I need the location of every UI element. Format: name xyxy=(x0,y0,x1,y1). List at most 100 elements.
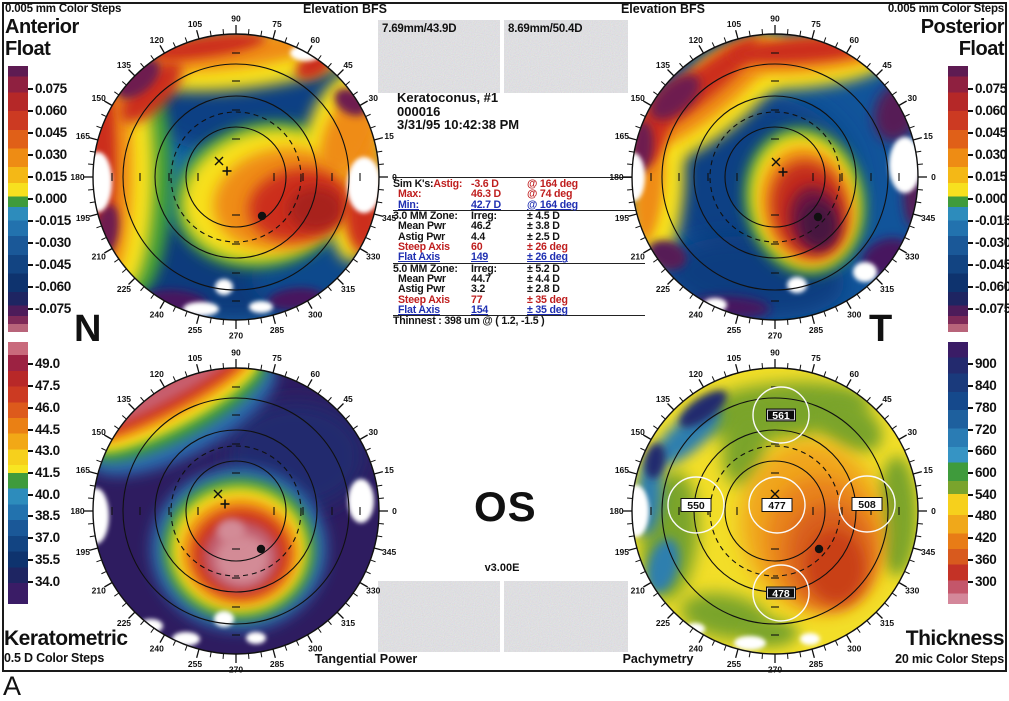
scale-tick-label: -0.075 xyxy=(975,301,1009,317)
color-scale-bar xyxy=(8,342,28,604)
color-scale-bar xyxy=(948,66,968,332)
anterior-map-title: Elevation BFS xyxy=(302,2,388,16)
degree-label: 255 xyxy=(188,659,202,669)
anterior-float-map: 0 15 30 45 60 75 90 105 120 135 150 165 180 195 210 225… xyxy=(70,12,401,342)
scale-tick-label: 0.015 xyxy=(35,168,67,184)
simk-row: 3.0 MM Zone: Irreg: ± 4.5 D xyxy=(393,210,560,223)
simk-row: Steep Axis 60 ± 26 deg xyxy=(398,241,568,254)
scale-tick-label: 0.060 xyxy=(35,102,67,118)
degree-label: 165 xyxy=(615,465,629,475)
pachymetry-value: 477 xyxy=(768,500,786,512)
degree-label: 75 xyxy=(272,353,282,363)
scale-tick-label: 49.0 xyxy=(35,356,60,372)
pupil-center-dot-marker xyxy=(814,544,824,554)
simk-row: Steep Axis 77 ± 35 deg xyxy=(398,293,568,306)
degree-label: 30 xyxy=(908,93,918,103)
degree-label: 75 xyxy=(811,353,821,363)
scale-tick-label: 0.045 xyxy=(35,124,67,140)
degree-label: 120 xyxy=(150,369,164,379)
degree-label: 90 xyxy=(770,348,780,358)
degree-label: 240 xyxy=(689,309,703,319)
degree-label: 30 xyxy=(908,427,918,437)
degree-label: 60 xyxy=(311,369,321,379)
scale-tick-label: 41.5 xyxy=(35,465,60,480)
scale-tick-label: 40.0 xyxy=(35,486,60,502)
posterior-float-map: 0 15 30 45 60 75 90 105 120 135 150 165 180 195 210 225… xyxy=(609,12,940,342)
scale-tick-label: 420 xyxy=(975,530,997,546)
scale-tick-label: 46.0 xyxy=(35,399,60,415)
degree-label: 45 xyxy=(882,60,892,70)
pachymetry-value: 508 xyxy=(858,499,876,511)
scale-tick-label: 840 xyxy=(975,378,997,394)
simk-row: Mean Pwr 46.2 ± 3.8 D xyxy=(398,220,560,233)
degree-label: 285 xyxy=(270,659,284,669)
degree-label: 195 xyxy=(76,547,90,557)
scale-tick-label: -0.060 xyxy=(35,279,71,295)
degree-label: 30 xyxy=(369,427,379,437)
degree-label: 345 xyxy=(921,213,935,223)
scale-tick-label: -0.030 xyxy=(975,235,1009,251)
pachymetry-value: 561 xyxy=(772,410,790,422)
degree-label: 165 xyxy=(76,131,90,141)
simk-row: Min: 42.7 D @ 164 deg xyxy=(393,199,645,212)
degree-label: 180 xyxy=(71,506,85,516)
acquisition-label-right: 8.69mm/50.4D xyxy=(508,23,583,35)
scale-tick-label: 480 xyxy=(975,508,997,524)
degree-label: 120 xyxy=(689,369,703,379)
scale-tick-label: 0.075 xyxy=(35,80,67,96)
simk-table: Sim K's:Astig: -3.6 D @ 164 deg Max: 46.3 D @… xyxy=(393,177,645,327)
degree-label: 240 xyxy=(150,309,164,319)
figure-panel-letter: A xyxy=(3,671,22,701)
anterior-title-line1: Anterior xyxy=(5,16,79,38)
pachymetry-value: 550 xyxy=(687,500,705,512)
degree-label: 315 xyxy=(341,618,355,628)
simk-row: Astig Pwr 3.2 ± 2.8 D xyxy=(398,283,560,296)
degree-label: 90 xyxy=(231,348,241,358)
degree-label: 255 xyxy=(188,325,202,335)
degree-label: 120 xyxy=(150,35,164,45)
anterior-title-line2: Float xyxy=(5,38,51,60)
degree-label: 300 xyxy=(308,643,322,653)
degree-label: 105 xyxy=(188,353,202,363)
degree-label: 75 xyxy=(272,19,282,29)
scale-tick-label: 780 xyxy=(975,399,997,415)
simk-row: Astig Pwr 4.4 ± 2.5 D xyxy=(398,230,560,243)
degree-label: 135 xyxy=(656,60,670,70)
degree-label: 255 xyxy=(727,325,741,335)
degree-label: 285 xyxy=(809,659,823,669)
pupil-center-dot-marker xyxy=(257,211,267,221)
simk-row: Max: 46.3 D @ 74 deg xyxy=(398,188,573,201)
simk-row: Thinnest : 398 um @ ( 1.2, -1.5 ) xyxy=(393,315,545,328)
scale-tick-label: 34.0 xyxy=(35,573,60,589)
degree-label: 210 xyxy=(631,585,645,595)
degree-label: 45 xyxy=(882,394,892,404)
degree-label: 135 xyxy=(656,394,670,404)
degree-label: 270 xyxy=(768,331,782,341)
pachymetry-reticle xyxy=(667,476,725,534)
degree-label: 90 xyxy=(770,14,780,24)
video-frame-right xyxy=(504,20,628,93)
degree-label: 0 xyxy=(931,506,936,516)
pupil-center-dot-marker xyxy=(256,544,266,554)
scale-tick-label: 0.000 xyxy=(975,191,1007,206)
degree-label: 255 xyxy=(727,659,741,669)
degree-label: 165 xyxy=(615,131,629,141)
eye-label: OS xyxy=(474,483,537,530)
patient-id: 000016 xyxy=(397,103,441,119)
scale-tick-label: -0.060 xyxy=(975,279,1009,295)
degree-label: 90 xyxy=(231,14,241,24)
video-frame-bottom-left xyxy=(378,581,500,652)
degree-label: 60 xyxy=(311,35,321,45)
scale-tick-label: -0.015 xyxy=(35,213,71,229)
pachymetry-reticle xyxy=(752,386,810,444)
video-frame-bottom-right xyxy=(504,581,628,652)
pachymetry-map: 0 15 30 45 60 75 90 105 120 135 150 165 180 195 210 225… xyxy=(609,346,940,676)
degree-label: 195 xyxy=(76,213,90,223)
tangential-power-map-title: Tangential Power xyxy=(314,652,418,666)
patient-name: Keratoconus, #1 xyxy=(397,90,499,105)
degree-label: 300 xyxy=(308,309,322,319)
degree-label: 195 xyxy=(615,213,629,223)
degree-label: 150 xyxy=(631,427,645,437)
degree-label: 210 xyxy=(92,585,106,595)
